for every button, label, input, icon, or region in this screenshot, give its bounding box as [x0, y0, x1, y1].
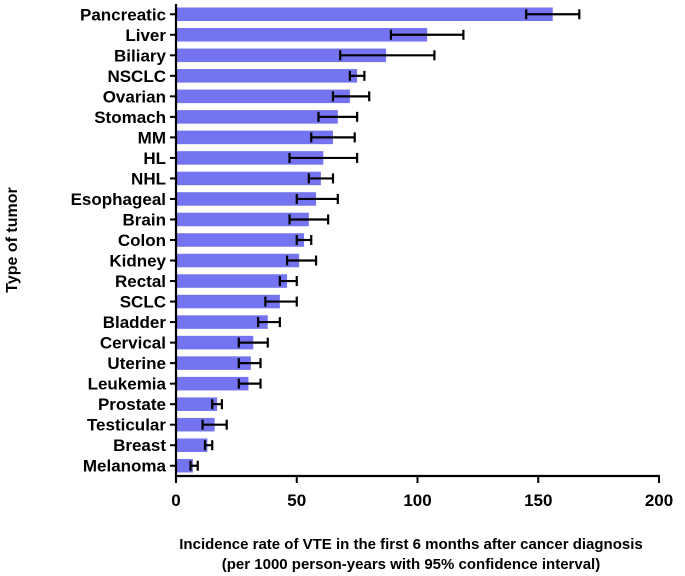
bar-rectal [176, 274, 288, 288]
error-bar-breast [203, 440, 214, 451]
error-bar-colon [295, 235, 313, 245]
bar-nsclc [176, 69, 358, 83]
x-tick-label-150: 150 [524, 491, 552, 510]
category-label-esophageal: Esophageal [71, 190, 166, 209]
error-bar-nsclc [348, 70, 366, 81]
error-bar-nhl [307, 173, 335, 184]
bar-breast [176, 438, 208, 452]
error-bar-stomach [317, 111, 359, 122]
category-label-colon: Colon [118, 231, 166, 250]
error-bar-kidney [285, 255, 318, 266]
x-tick-labels-layer: 0 50 100 150 200 [171, 491, 673, 510]
bar-nhl [176, 171, 321, 186]
bar-stomach [176, 110, 338, 124]
bar-liver [176, 28, 428, 42]
category-label-hl: HL [143, 149, 166, 168]
bar-uterine [176, 356, 251, 370]
bar-sclc [176, 294, 280, 309]
x-tick-label-100: 100 [403, 491, 431, 510]
bar-bladder [176, 315, 268, 329]
error-bar-uterine [237, 358, 262, 369]
category-label-prostate: Prostate [98, 395, 166, 414]
bar-hl [176, 151, 324, 165]
bar-melanoma [176, 458, 193, 473]
category-label-mm: MM [138, 128, 166, 147]
bar-prostate [176, 397, 218, 411]
error-bar-ovarian [331, 91, 371, 102]
error-bar-rectal [278, 276, 298, 287]
x-tick-label-0: 0 [171, 491, 180, 510]
bar-leukemia [176, 376, 249, 391]
category-label-liver: Liver [125, 26, 166, 45]
bar-testicular [176, 417, 215, 432]
category-label-nhl: NHL [131, 169, 166, 188]
category-label-testicular: Testicular [87, 416, 166, 435]
bar-cervical [176, 335, 254, 350]
category-label-bladder: Bladder [103, 313, 167, 332]
category-label-rectal: Rectal [115, 272, 166, 291]
category-label-sclc: SCLC [120, 293, 166, 312]
x-axis-title-line2: (per 1000 person-years with 95% confiden… [222, 556, 600, 573]
bar-pancreatic [176, 7, 553, 22]
bar-kidney [176, 253, 300, 268]
category-label-stomach: Stomach [94, 108, 166, 127]
category-label-biliary: Biliary [114, 46, 167, 65]
category-label-brain: Brain [123, 210, 166, 229]
bar-esophageal [176, 192, 317, 206]
error-bar-sclc [264, 296, 298, 307]
x-tick-label-50: 50 [287, 491, 306, 510]
error-bar-liver [389, 29, 465, 40]
error-bar-bladder [257, 317, 281, 328]
error-bar-brain [288, 214, 330, 225]
x-axis-title-line1: Incidence rate of VTE in the first 6 mon… [179, 536, 642, 553]
category-label-breast: Breast [113, 436, 166, 455]
error-bar-esophageal [295, 193, 339, 204]
bar-biliary [176, 48, 387, 63]
axes-layer [170, 4, 660, 483]
category-label-melanoma: Melanoma [83, 457, 167, 476]
category-label-pancreatic: Pancreatic [80, 5, 166, 24]
category-label-cervical: Cervical [100, 334, 166, 353]
error-bar-melanoma [189, 460, 199, 471]
error-bar-biliary [339, 50, 436, 61]
y-axis-title: Type of tumor [4, 187, 21, 292]
error-bar-testicular [201, 419, 228, 430]
error-bar-leukemia [237, 378, 262, 389]
bar-mm [176, 130, 333, 145]
category-label-nsclc: NSCLC [107, 67, 166, 86]
bar-brain [176, 212, 309, 227]
error-bars-layer [189, 9, 581, 471]
x-tick-label-200: 200 [645, 491, 673, 510]
error-bar-prostate [211, 399, 223, 410]
bar-ovarian [176, 89, 350, 104]
category-label-uterine: Uterine [107, 354, 166, 373]
error-bar-cervical [237, 337, 269, 348]
category-label-leukemia: Leukemia [88, 375, 167, 394]
bar-colon [176, 233, 304, 247]
error-bar-hl [288, 152, 359, 163]
category-label-ovarian: Ovarian [103, 87, 166, 106]
category-label-kidney: Kidney [109, 252, 166, 271]
bars-layer [176, 7, 553, 473]
error-bar-mm [310, 132, 356, 143]
error-bar-pancreatic [525, 9, 581, 20]
